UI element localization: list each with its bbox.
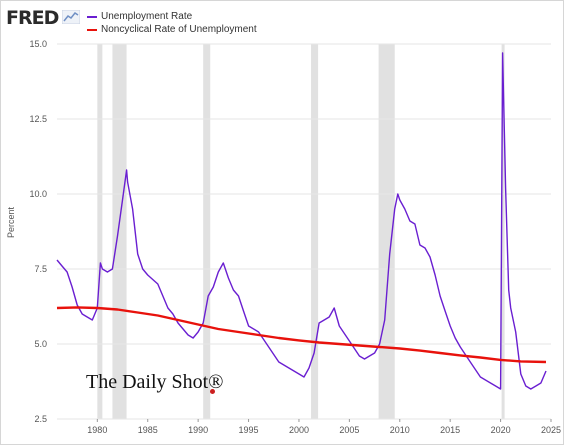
recession-band-2 (203, 44, 211, 419)
x-tick-label: 1990 (188, 425, 208, 435)
fred-line-chart-icon (62, 10, 80, 24)
y-tick-label: 12.5 (29, 114, 47, 124)
y-tick-label: 2.5 (34, 414, 47, 424)
x-tick-label: 1995 (239, 425, 259, 435)
x-axis: 1980 1985 1990 1995 2000 2005 2010 2015 2020 2025 (87, 419, 561, 435)
legend-swatch-unemployment (87, 15, 97, 18)
recession-band-4 (378, 44, 395, 419)
y-tick-label: 10.0 (29, 189, 47, 199)
series-line-noncyclical[interactable] (56, 306, 547, 364)
x-tick-label: 2000 (289, 425, 309, 435)
fred-logo[interactable]: FRED (6, 7, 59, 29)
x-tick-label: 1980 (87, 425, 107, 435)
recession-band-3 (311, 44, 319, 419)
y-tick-label: 15.0 (29, 39, 47, 49)
recession-shading (97, 44, 505, 419)
series (56, 52, 547, 390)
watermark-dot (210, 389, 215, 394)
y-tick-label: 7.5 (34, 264, 47, 274)
legend-item-unemployment[interactable]: Unemployment Rate (87, 10, 257, 23)
legend-label-noncyclical: Noncyclical Rate of Unemployment (101, 24, 257, 35)
recession-band-0 (97, 44, 103, 419)
y-tick-label: 5.0 (34, 339, 47, 349)
x-tick-label: 2020 (491, 425, 511, 435)
legend: Unemployment Rate Noncyclical Rate of Un… (87, 10, 257, 36)
x-tick-label: 2010 (390, 425, 410, 435)
grid (57, 43, 551, 420)
series-line-unemployment[interactable] (56, 52, 547, 390)
legend-label-unemployment: Unemployment Rate (101, 11, 193, 22)
recession-band-1 (112, 44, 127, 419)
watermark: The Daily Shot® (86, 371, 224, 393)
x-tick-label: 2005 (339, 425, 359, 435)
x-tick-label: 2015 (440, 425, 460, 435)
x-tick-label: 2025 (541, 425, 561, 435)
recession-band-5 (501, 44, 505, 419)
y-axis: 2.5 5.0 7.5 10.0 12.5 15.0 (29, 39, 47, 424)
legend-swatch-noncyclical (87, 28, 97, 31)
x-tick-label: 1985 (138, 425, 158, 435)
legend-item-noncyclical[interactable]: Noncyclical Rate of Unemployment (87, 23, 257, 36)
